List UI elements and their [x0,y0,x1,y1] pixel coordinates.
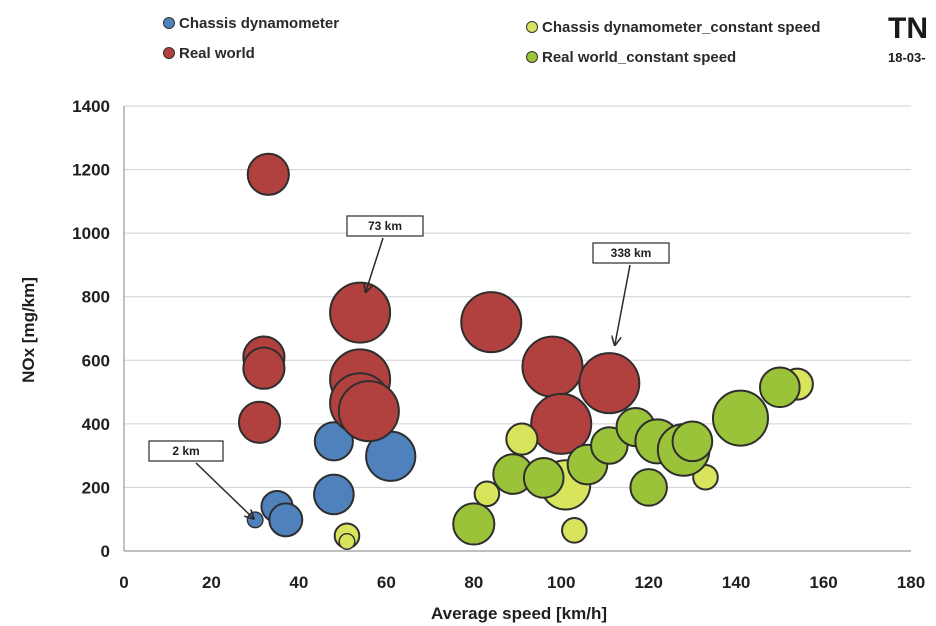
chassis-dynamometer-constant-speed-point [561,517,588,544]
legend-marker-chassis-dynamometer-constant-speed [526,21,538,33]
y-tick-label: 0 [101,542,110,561]
real-world-constant-speed-point [711,389,769,447]
callout-label: 73 km [368,219,402,233]
chassis-dynamometer-point [313,473,355,516]
y-tick-label: 200 [82,478,110,497]
real-world-constant-speed-point [452,502,496,546]
y-axis-title: NOx [mg/km] [19,277,38,383]
chassis-dynamometer-constant-speed-point [338,532,356,550]
real-world-point [521,335,584,398]
legend-marker-chassis-dynamometer [163,17,175,29]
chassis-dynamometer-point [268,502,304,538]
real-world-constant-speed-point [671,420,714,463]
real-world-point [530,392,593,455]
y-tick-label: 400 [82,415,110,434]
real-world-constant-speed-point [522,457,565,499]
legend: Chassis dynamometer Real world Chassis d… [163,15,820,66]
x-tick-label: 40 [289,573,308,592]
y-tick-label: 800 [82,288,110,307]
chassis-dynamometer-constant-speed-point [505,422,539,456]
axes [123,106,911,552]
y-tick-label: 1200 [72,161,110,180]
x-tick-label: 80 [464,573,483,592]
real-world-point [337,380,400,443]
y-tick-label: 1400 [72,97,110,116]
real-world-point [460,291,523,354]
legend-marker-real-world [163,47,175,59]
legend-item-chassis-dynamometer-constant-speed: Chassis dynamometer_constant speed [526,19,820,36]
real-world-point [578,352,641,415]
callout-label: 2 km [172,444,199,458]
callout-box [592,242,670,264]
legend-item-real-world-constant-speed: Real world_constant speed [526,49,736,66]
real-world-constant-speed-point [629,468,668,507]
real-world-constant-speed-point [759,366,801,409]
legend-label-chassis-dynamometer: Chassis dynamometer [179,15,339,32]
legend-marker-real-world-constant-speed [526,51,538,63]
x-tick-label: 20 [202,573,221,592]
callout: 2 km [148,440,253,518]
callout-arrow [615,264,631,344]
x-tick-label: 60 [377,573,396,592]
real-world-point [329,281,392,344]
callout-box [346,215,424,237]
real-world-point [242,346,286,390]
y-tick-label: 1000 [72,224,110,243]
x-tick-label: 160 [809,573,837,592]
callout-label: 338 km [611,246,652,260]
callout-box [148,440,224,462]
real-world-point [246,152,290,196]
header-date: 18-03- [888,50,926,65]
x-tick-label: 180 [897,573,925,592]
legend-item-real-world: Real world [163,45,255,62]
real-world-point [237,400,282,444]
x-tick-label: 140 [722,573,750,592]
x-tick-label: 0 [119,573,128,592]
data-points [237,152,814,550]
brand-corner: TN 18-03- [888,12,928,65]
callout-arrow [366,237,384,291]
chassis-dynamometer-constant-speed-point [473,480,501,508]
callouts: 2 km 73 km 338 km [148,215,670,518]
x-axis-title: Average speed [km/h] [431,604,607,623]
y-tick-labels: 0 200 400 600 800 1000 1200 1400 [72,97,110,561]
x-tick-labels: 0 20 40 60 80 100 120 140 160 180 [119,573,925,592]
legend-label-real-world-constant-speed: Real world_constant speed [542,49,736,66]
legend-label-chassis-dynamometer-constant-speed: Chassis dynamometer_constant speed [542,19,820,36]
callout: 73 km [346,215,424,291]
chassis-dynamometer-point [313,421,354,462]
x-tick-label: 120 [634,573,662,592]
callout-arrow [195,462,253,518]
x-tick-label: 100 [547,573,575,592]
y-tick-label: 600 [82,351,110,370]
callout: 338 km [592,242,670,344]
legend-label-real-world: Real world [179,45,255,62]
legend-item-chassis-dynamometer: Chassis dynamometer [163,15,339,32]
brand-logo: TN [888,12,928,45]
